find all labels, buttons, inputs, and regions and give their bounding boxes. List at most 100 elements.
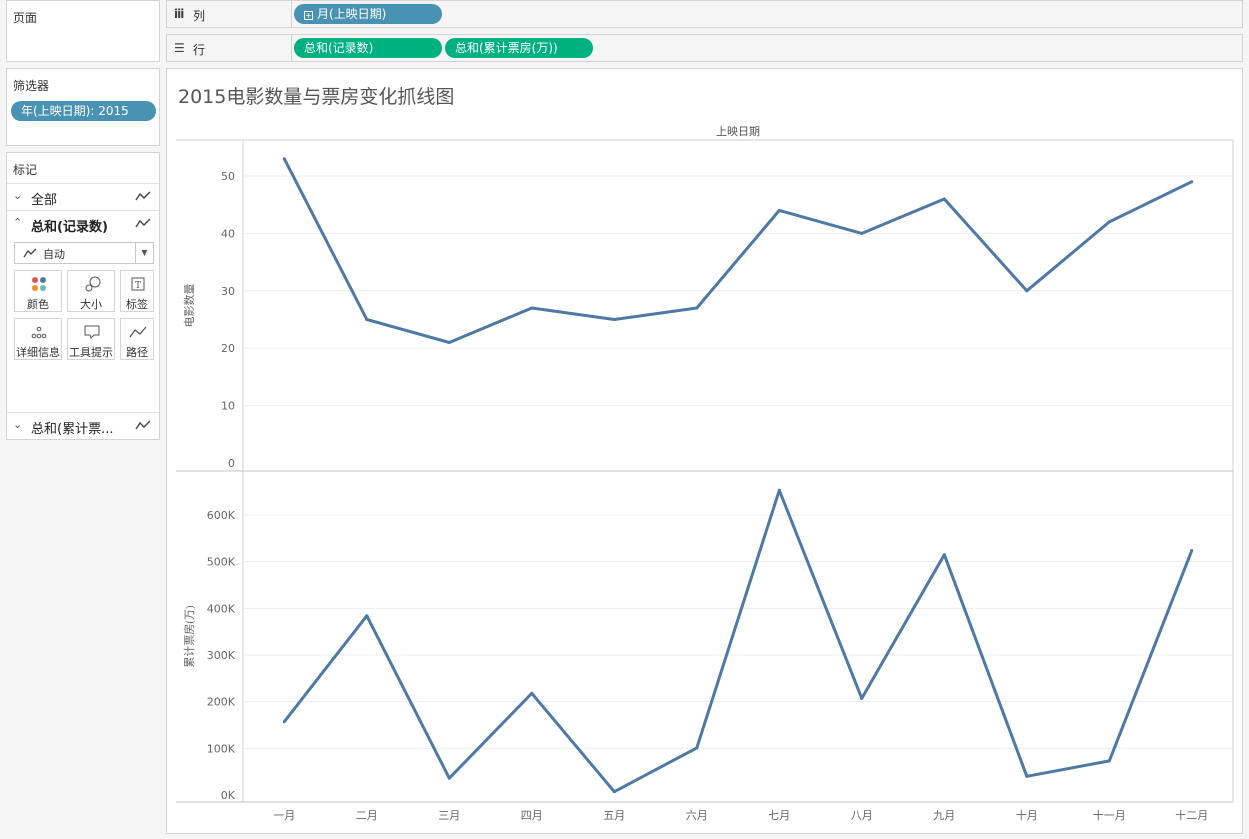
data-point [530,306,534,310]
data-point [1190,548,1194,552]
y-tick-label: 0K [221,789,236,802]
marks-panel: 标记 ⌄ 全部 ⌃ 总和(记录数) 自动 ▼ 颜色 大小 T 标签 [6,152,160,440]
shelf-divider [291,35,292,61]
x-tick-label: 八月 [851,810,873,822]
y-tick-label: 500K [207,556,236,569]
rows-shelf[interactable]: ☰ 行 总和(记录数) 总和(累计票房(万)) [166,34,1243,62]
filters-title: 筛选器 [13,79,50,93]
color-button-label: 颜色 [27,298,49,311]
marks-record-count-label: 总和(记录数) [31,220,108,235]
x-tick-label: 七月 [768,809,790,822]
filter-year-pill[interactable]: 年(上映日期): 2015 [11,101,156,121]
x-tick-label: 十一月 [1093,808,1126,822]
data-point [1025,774,1029,778]
size-button-label: 大小 [80,298,102,311]
marks-title: 标记 [13,163,38,177]
dropdown-arrow-icon: ▼ [135,243,153,263]
detail-button-label: 详细信息 [16,346,60,359]
y-tick-label: 100K [207,742,236,755]
data-point [1025,289,1029,293]
data-point [447,340,451,344]
y-tick-label: 30 [221,285,235,298]
marks-box-office-row[interactable]: ⌄ 总和(累计票... [7,412,159,438]
marks-all-label: 全部 [31,193,58,208]
data-point [695,306,699,310]
line-chart[interactable]: 上映日期 0 10 20 30 40 50 电影数量 0K 100K 200K 300K 400K 500… [167,69,1242,833]
tooltip-button[interactable]: 工具提示 [67,318,115,360]
x-tick-label: 三月 [438,810,460,822]
data-point [942,197,946,201]
data-point [365,614,369,618]
svg-text:T: T [135,281,141,291]
shelf-divider [291,1,292,27]
data-point [447,776,451,780]
x-tick-label: 六月 [686,809,708,822]
path-button[interactable]: 路径 [120,318,154,360]
marks-all-row[interactable]: ⌄ 全部 [7,183,159,209]
label-button[interactable]: T 标签 [120,270,154,312]
data-point [942,553,946,557]
data-point [777,488,781,492]
y-tick-label: 300K [207,649,236,662]
size-icon [85,276,101,292]
columns-shelf[interactable]: iii 列 + 月(上映日期) [166,0,1243,28]
path-button-label: 路径 [126,346,148,359]
detail-button[interactable]: 详细信息 [14,318,62,360]
pages-title: 页面 [13,11,38,25]
size-button[interactable]: 大小 [67,270,115,312]
y-tick-label: 600K [207,509,236,522]
x-tick-label: 十月 [1016,808,1038,822]
data-point [1107,759,1111,763]
data-point [530,691,534,695]
label-button-label: 标签 [126,298,148,311]
text-label-icon: T [131,277,145,291]
rows-icon: ☰ [174,41,185,55]
sum-record-count-pill[interactable]: 总和(记录数) [294,38,442,58]
x-tick-label: 一月 [273,810,295,822]
filters-panel: 筛选器 年(上映日期): 2015 [6,68,160,146]
color-dots-icon [32,277,46,291]
line-chart-icon [135,420,151,430]
x-tick-label: 十二月 [1175,808,1208,822]
y-tick-label: 40 [221,227,235,240]
y-tick-label: 200K [207,696,236,709]
data-point [612,790,616,794]
sum-box-office-pill[interactable]: 总和(累计票房(万)) [445,38,593,58]
mark-type-dropdown[interactable]: 自动 ▼ [14,242,154,264]
column-header-label: 上映日期 [716,125,760,138]
y-tick-label: 0 [228,457,235,470]
data-point [282,157,286,161]
y-tick-label: 400K [207,602,236,615]
line-chart-icon [135,191,151,201]
series-line [282,158,1193,344]
detail-dots-icon [31,326,47,339]
tooltip-icon [84,325,100,339]
data-point [777,208,781,212]
y-tick-label: 10 [221,400,235,413]
rows-label: 行 [193,43,206,57]
data-point [1107,220,1111,224]
y-tick-label: 50 [221,170,235,183]
pages-panel[interactable]: 页面 [6,0,160,62]
marks-box-office-label: 总和(累计票... [31,422,114,437]
data-point [282,720,286,724]
y-axis-label: 电影数量 [183,284,196,328]
marks-record-count-row[interactable]: ⌃ 总和(记录数) [7,210,159,236]
series-line [283,488,1194,794]
chevron-down-icon: ⌄ [13,418,23,431]
chart-title: 2015电影数量与票房变化抓线图 [178,86,455,108]
line-chart-icon [23,248,37,258]
data-point [860,696,864,700]
data-point [860,231,864,235]
color-button[interactable]: 颜色 [14,270,62,312]
tooltip-button-label: 工具提示 [69,346,113,359]
x-tick-label: 四月 [521,810,543,822]
columns-icon: iii [174,7,184,21]
mark-type-value: 自动 [43,248,65,261]
data-point [695,746,699,750]
data-point [365,318,369,321]
month-release-date-pill[interactable]: + 月(上映日期) [294,4,442,24]
chart-panel: 2015电影数量与票房变化抓线图 上映日期 0 10 20 30 40 50 电影数量 0K 10… [166,68,1243,834]
data-point [1190,180,1194,184]
chevron-up-icon: ⌃ [13,216,23,229]
